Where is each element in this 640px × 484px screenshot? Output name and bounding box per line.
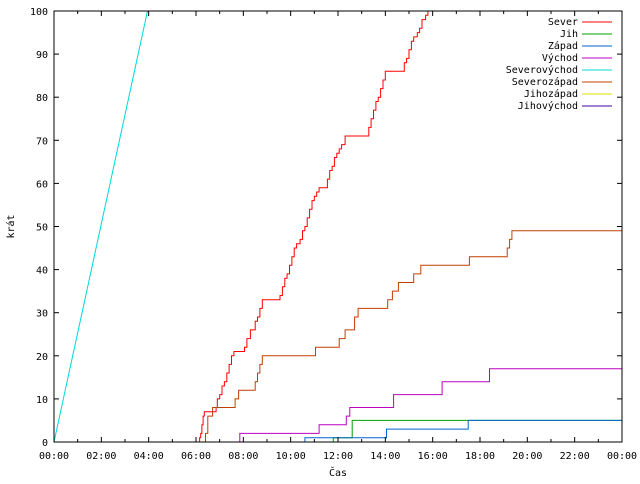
x-tick-label: 14:00 [370,451,400,462]
y-tick-label: 90 [36,50,48,61]
y-tick-label: 30 [36,309,48,320]
series-line-zapad [54,419,622,442]
x-tick-label: 10:00 [276,451,306,462]
x-tick-label: 16:00 [418,451,448,462]
x-tick-label: 12:00 [323,451,353,462]
y-tick-label: 70 [36,136,48,147]
y-tick-label: 40 [36,266,48,277]
x-tick-label: 00:00 [39,451,69,462]
y-tick-label: 0 [42,438,48,449]
x-tick-label: 02:00 [86,451,116,462]
y-tick-label: 100 [30,7,48,18]
x-tick-label: 00:00 [607,451,637,462]
series-line-vychod [54,368,622,442]
y-tick-label: 80 [36,93,48,104]
x-tick-label: 22:00 [560,451,590,462]
x-tick-label: 04:00 [134,451,164,462]
x-tick-label: 08:00 [228,451,258,462]
x-tick-label: 18:00 [465,451,495,462]
series-line-severozapad [54,230,622,442]
series-line-sever [54,11,429,442]
legend-label-severozapad: Severozápad [512,76,578,88]
x-axis-label: Čas [329,466,347,479]
legend-label-jih: Jih [560,29,578,40]
legend-label-vychod: Východ [542,52,578,64]
y-tick-label: 50 [36,223,48,234]
y-tick-label: 10 [36,395,48,406]
legend-label-sever: Sever [548,17,578,28]
series-line-severovychod [54,11,148,442]
legend-label-jihozapad: Jihozápad [524,88,578,100]
y-tick-label: 60 [36,179,48,190]
legend-label-severovychod: Severovýchod [506,64,578,76]
legend-label-zapad: Západ [548,40,578,52]
x-tick-label: 06:00 [181,451,211,462]
y-tick-label: 20 [36,352,48,363]
y-axis-label: krát [5,214,17,238]
x-tick-label: 20:00 [512,451,542,462]
legend-label-jihovychod: Jihovýchod [518,100,578,112]
